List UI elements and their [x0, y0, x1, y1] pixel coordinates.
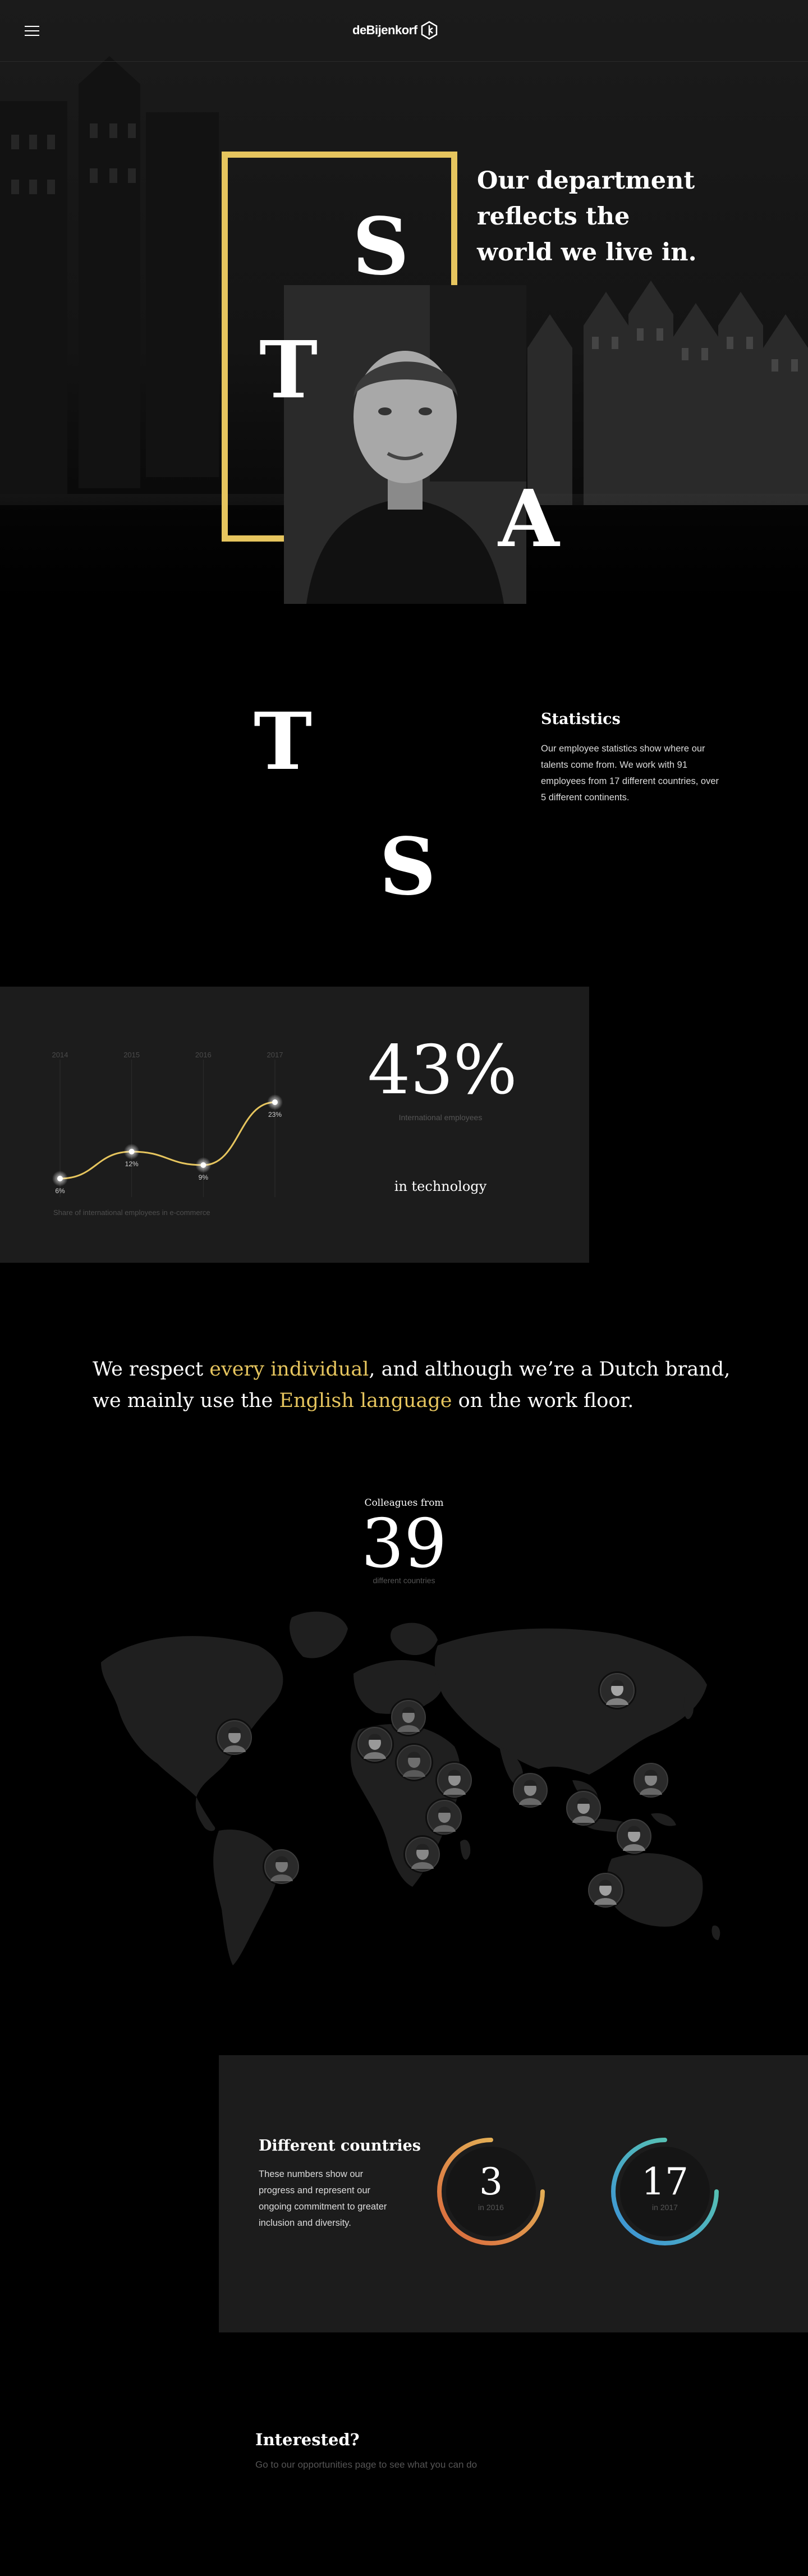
quote-text: on the work floor. — [452, 1390, 634, 1412]
colleague-avatar[interactable] — [615, 1817, 653, 1855]
progress-ring-2017 — [611, 2138, 719, 2245]
chart-tick-label: 2016 — [195, 1051, 212, 1059]
hero-background — [0, 0, 808, 629]
world-map — [101, 1611, 720, 1965]
hexagon-logo-icon — [421, 21, 437, 40]
quote-highlight: every individual — [209, 1358, 369, 1381]
chart-series-line — [59, 1101, 276, 1180]
colleague-avatar[interactable] — [425, 1798, 463, 1836]
hero-title: Our department reflects the world we liv… — [477, 167, 697, 267]
city-skyline-image — [0, 0, 808, 629]
opportunities-link[interactable]: Go to our opportunities page to see what… — [255, 2459, 478, 2470]
ring-label: in 2017 — [652, 2203, 678, 2212]
quote-highlight: English language — [279, 1390, 452, 1412]
colleague-avatar[interactable] — [215, 1718, 254, 1757]
countries-description: These numbers show our progress and repr… — [259, 2169, 387, 2228]
progress-ring-2016 — [437, 2138, 545, 2245]
colleague-avatar[interactable] — [395, 1743, 433, 1781]
decorative-letter-s: S — [352, 201, 410, 293]
quote-text: , and although we’re a Dutch brand, we m… — [93, 1358, 731, 1412]
colleague-avatar[interactable] — [403, 1835, 442, 1873]
colleague-avatar[interactable] — [511, 1771, 549, 1809]
ring-value: 17 — [641, 2160, 688, 2203]
decorative-letter-a: A — [498, 473, 559, 565]
colleague-avatar[interactable] — [435, 1761, 474, 1799]
percentage-label: International employees — [398, 1113, 483, 1122]
line-chart: 2014 2015 2016 2017 6% 12% 9% 23% — [52, 1051, 283, 1197]
percentage-subtitle: in technology — [394, 1179, 487, 1194]
decorative-letter-s: S — [379, 821, 437, 913]
big-percentage: 43% — [368, 1032, 517, 1110]
colleagues-sub-label: different countries — [373, 1576, 435, 1585]
chart-tick-label: 2015 — [123, 1051, 140, 1059]
colleague-avatar[interactable] — [389, 1698, 428, 1736]
colleague-avatar[interactable] — [598, 1671, 636, 1709]
chart-data-label: 12% — [125, 1160, 139, 1168]
chart-tick-label: 2017 — [267, 1051, 283, 1059]
statistics-description: Our employee statistics show where our t… — [541, 744, 719, 803]
colleagues-count: 39 — [361, 1505, 447, 1583]
site-header: deBijenkorf — [0, 0, 808, 62]
decorative-letter-t: T — [259, 324, 318, 416]
countries-title: Different countries — [259, 2137, 421, 2155]
progress-ring-arc — [611, 2138, 719, 2245]
statistics-title: Statistics — [541, 711, 621, 728]
ring-label: in 2016 — [478, 2203, 504, 2212]
chart-data-label: 9% — [199, 1174, 209, 1181]
decorative-letter-t: T — [254, 696, 313, 788]
employee-portrait — [284, 285, 526, 604]
colleague-avatar[interactable] — [632, 1761, 670, 1799]
progress-ring-arc — [437, 2138, 545, 2245]
brand-logo[interactable]: deBijenkorf — [352, 19, 438, 42]
hamburger-menu-icon[interactable] — [25, 26, 39, 36]
chart-data-label: 23% — [268, 1111, 282, 1119]
colleague-avatar[interactable] — [564, 1789, 603, 1827]
quote-text: We respect — [93, 1358, 210, 1381]
chart-caption: Share of international employees in e-co… — [53, 1208, 210, 1217]
colleague-avatar[interactable] — [356, 1725, 394, 1763]
colleague-avatar[interactable] — [263, 1848, 301, 1886]
chart-tick-label: 2014 — [52, 1051, 68, 1059]
chart-point — [272, 1099, 278, 1105]
colleagues-from-label: Colleagues from — [364, 1497, 444, 1509]
colleague-avatar[interactable] — [586, 1871, 625, 1909]
chart-point — [128, 1149, 135, 1154]
ring-value: 3 — [479, 2160, 503, 2203]
brand-logo-text: deBijenkorf — [352, 23, 417, 37]
chart-data-label: 6% — [55, 1187, 65, 1195]
chart-panel — [0, 987, 589, 1263]
diversity-quote: We respect every individual, and althoug… — [93, 1354, 732, 1417]
chart-point — [200, 1162, 206, 1168]
chart-point — [57, 1176, 63, 1181]
interested-title: Interested? — [255, 2430, 360, 2449]
